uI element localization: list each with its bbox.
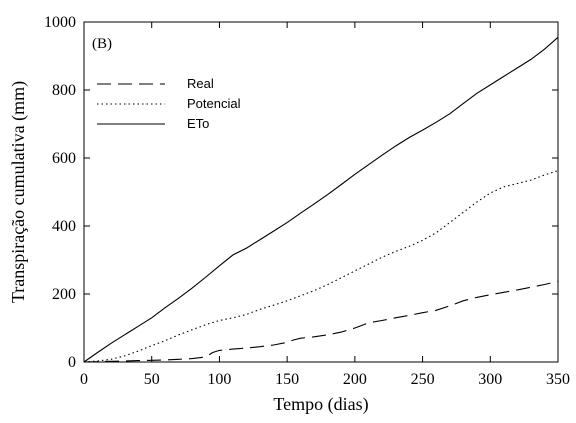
legend-label-real: Real xyxy=(187,76,214,91)
y-tick-label: 0 xyxy=(68,354,76,371)
x-tick-label: 350 xyxy=(546,371,570,388)
y-tick-label: 400 xyxy=(52,218,76,235)
x-tick-label: 150 xyxy=(275,371,299,388)
y-tick-label: 200 xyxy=(52,286,76,303)
panel-label: (B) xyxy=(92,36,112,52)
x-tick-label: 200 xyxy=(343,371,367,388)
legend-label-potencial: Potencial xyxy=(187,96,241,111)
y-tick-label: 600 xyxy=(52,150,76,167)
ticks: 0 50 100 150 200 250 300 350 0 200 400 600 800 1000 xyxy=(44,14,570,388)
x-tick-label: 250 xyxy=(411,371,435,388)
series-line-eto xyxy=(83,36,559,363)
x-axis-title: Tempo (dias) xyxy=(273,394,368,415)
plot-area: 0 50 100 150 200 250 300 350 0 200 400 600 800 1000 xyxy=(44,14,570,388)
series-line-potencial xyxy=(83,170,559,363)
x-tick-label: 0 xyxy=(80,371,88,388)
x-tick-label: 50 xyxy=(144,371,160,388)
y-tick-label: 800 xyxy=(52,82,76,99)
series-line-real xyxy=(83,280,559,363)
series-layer xyxy=(83,36,559,363)
y-axis-title: Transpiração cumulativa (mm) xyxy=(8,81,29,303)
y-tick-label: 1000 xyxy=(44,14,76,31)
plot-frame xyxy=(83,21,559,363)
x-tick-label: 300 xyxy=(478,371,502,388)
x-tick-label: 100 xyxy=(207,371,231,388)
legend-label-eto: ETo xyxy=(187,116,209,131)
legend: Real Potencial ETo xyxy=(97,76,241,131)
